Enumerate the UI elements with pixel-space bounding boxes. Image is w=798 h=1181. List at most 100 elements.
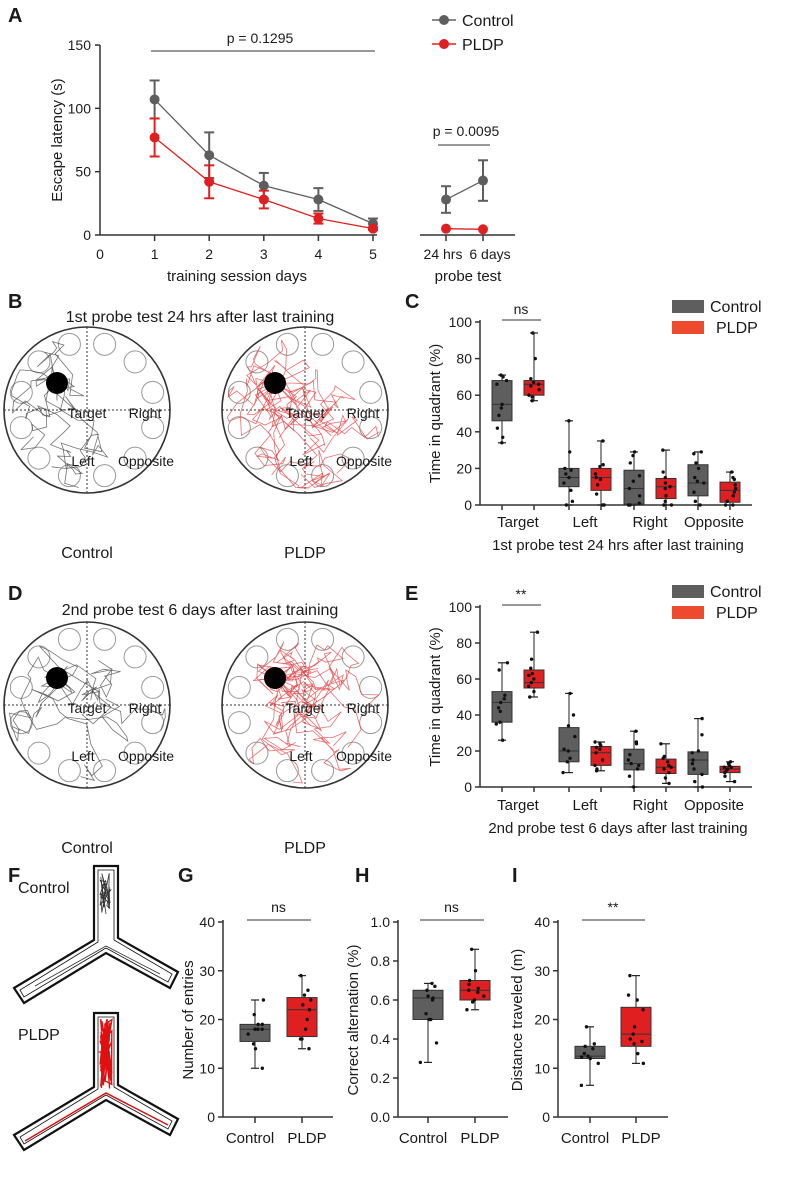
data-point xyxy=(637,501,641,505)
x-category-label: Target xyxy=(497,514,540,531)
data-point xyxy=(476,986,480,990)
quadrant-label: Right xyxy=(347,700,380,716)
data-point xyxy=(699,450,703,454)
hole-marker xyxy=(311,332,335,356)
data-point xyxy=(302,993,307,997)
legend-label: Control xyxy=(710,584,762,601)
data-point xyxy=(692,490,696,494)
data-point xyxy=(573,734,577,739)
data-point xyxy=(495,426,500,430)
data-point xyxy=(632,1025,637,1029)
y-tick-label: 60 xyxy=(456,387,472,403)
data-point xyxy=(659,742,663,746)
data-point xyxy=(627,486,632,491)
data-point xyxy=(301,1003,305,1007)
data-point xyxy=(731,494,735,498)
data-point xyxy=(497,668,501,672)
y-tick-label: 40 xyxy=(199,914,215,930)
data-point xyxy=(299,973,303,978)
y-tick-label: 80 xyxy=(456,635,472,651)
data-point xyxy=(627,774,632,778)
data-point xyxy=(626,758,630,762)
data-point xyxy=(695,479,700,483)
data-point xyxy=(723,503,728,507)
data-point xyxy=(501,435,505,439)
swim-track xyxy=(264,668,319,732)
data-point xyxy=(582,1051,587,1056)
hole-marker xyxy=(141,380,165,404)
data-point xyxy=(368,223,378,234)
maze-title: 2nd probe test 6 days after last trainin… xyxy=(62,602,339,619)
data-point xyxy=(690,751,694,755)
x-tick-label: 4 xyxy=(315,246,323,262)
data-point xyxy=(568,756,572,760)
data-point xyxy=(692,767,696,771)
swim-track xyxy=(39,645,112,725)
data-point xyxy=(258,194,269,205)
data-point xyxy=(568,450,572,454)
data-point xyxy=(600,758,605,762)
hole-marker xyxy=(359,711,383,735)
data-point xyxy=(499,700,503,705)
data-point xyxy=(594,475,598,480)
data-point xyxy=(503,693,507,697)
y-axis-label: Number of entries xyxy=(180,960,197,1079)
y-tick-label: 100 xyxy=(68,100,92,116)
data-point xyxy=(251,1042,256,1046)
group-label: Control xyxy=(18,880,70,897)
y-tick-label: 100 xyxy=(449,599,473,615)
significance-label: ns xyxy=(514,301,529,317)
data-point xyxy=(698,503,702,507)
maze-pool xyxy=(3,621,171,789)
data-point xyxy=(696,749,701,753)
swim-track xyxy=(274,665,320,729)
x-tick-label: 1 xyxy=(151,246,159,262)
box xyxy=(491,691,513,723)
hole-marker xyxy=(93,332,117,356)
y-maze-inner xyxy=(19,869,173,998)
y-tick-label: 20 xyxy=(456,743,472,759)
data-point xyxy=(530,395,534,399)
hole-marker xyxy=(341,741,365,765)
x-category-label: PLDP xyxy=(621,1130,660,1147)
movement-track xyxy=(34,945,161,987)
data-point xyxy=(663,486,667,491)
data-point xyxy=(665,760,670,764)
data-point xyxy=(594,745,599,750)
data-point xyxy=(527,673,531,678)
quadrant-label: Opposite xyxy=(118,453,174,469)
x-tick-label: 5 xyxy=(369,246,377,262)
data-point xyxy=(563,466,567,471)
data-point xyxy=(663,475,667,480)
data-point xyxy=(562,481,566,485)
swim-track xyxy=(274,677,351,772)
data-point xyxy=(667,781,671,786)
x-category-label: Right xyxy=(632,797,668,814)
quadrant-label: Right xyxy=(129,700,162,716)
data-point xyxy=(732,490,737,494)
data-point xyxy=(696,466,701,471)
quadrant-label: Opposite xyxy=(118,748,174,764)
data-point xyxy=(693,499,698,504)
data-point xyxy=(537,388,541,392)
data-point xyxy=(733,486,738,491)
y-maze-inner xyxy=(19,1016,173,1145)
data-point xyxy=(722,765,727,769)
swim-track xyxy=(263,675,311,748)
data-point xyxy=(469,947,474,951)
hole-marker xyxy=(123,741,147,765)
data-point xyxy=(500,402,504,407)
panel-label-F: F xyxy=(8,865,20,887)
data-point xyxy=(433,984,437,989)
data-point xyxy=(476,990,480,994)
data-point xyxy=(601,463,605,467)
data-point xyxy=(497,413,501,418)
panel-label-I: I xyxy=(512,865,518,887)
y-tick-label: 0 xyxy=(464,497,472,513)
significance-label: ns xyxy=(444,899,459,915)
hole-marker xyxy=(93,759,117,783)
y-axis-label: Correct alternation (%) xyxy=(345,945,362,1096)
data-point xyxy=(529,657,534,661)
quadrant-label: Left xyxy=(71,748,94,764)
data-point xyxy=(473,969,478,973)
